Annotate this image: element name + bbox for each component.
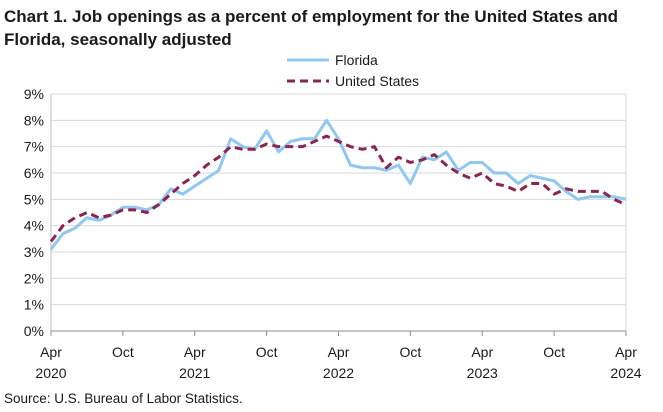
legend-label-united-states: United States bbox=[335, 73, 419, 89]
chart-title-line-2: Florida, seasonally adjusted bbox=[4, 30, 232, 49]
y-tick-label: 6% bbox=[24, 165, 44, 181]
gridlines bbox=[50, 93, 627, 332]
series-line-florida bbox=[49, 118, 627, 251]
y-tick-label: 1% bbox=[24, 297, 44, 313]
plot-area bbox=[49, 118, 627, 251]
x-tick-label: Oct bbox=[399, 344, 421, 360]
x-tick-label: Apr bbox=[615, 344, 637, 360]
x-tick-year: 2022 bbox=[323, 365, 354, 381]
y-tick-label: 8% bbox=[24, 112, 44, 128]
x-axis: Apr 2020 Oct Apr 2021 Oct Apr 2022 Oct Apr 2023 Oct… bbox=[35, 331, 642, 381]
x-tick-label: Oct bbox=[256, 344, 278, 360]
legend: Florida United States bbox=[287, 52, 419, 89]
x-tick-year: 2021 bbox=[179, 365, 210, 381]
x-tick-label: Oct bbox=[112, 344, 134, 360]
chart-title-line-1: Chart 1. Job openings as a percent of em… bbox=[4, 7, 618, 26]
x-tick-year: 2023 bbox=[467, 365, 498, 381]
y-tick-label: 4% bbox=[24, 218, 44, 234]
y-tick-label: 2% bbox=[24, 270, 44, 286]
x-tick-year: 2024 bbox=[610, 365, 641, 381]
y-tick-label: 9% bbox=[24, 86, 44, 102]
y-tick-label: 0% bbox=[24, 323, 44, 339]
x-tick-year: 2020 bbox=[35, 365, 66, 381]
y-tick-label: 7% bbox=[24, 139, 44, 155]
y-axis: 0% 1% 2% 3% 4% 5% 6% 7% 8% 9% bbox=[24, 86, 44, 339]
x-tick-label: Oct bbox=[543, 344, 565, 360]
x-tick-label: Apr bbox=[184, 344, 206, 360]
x-tick-label: Apr bbox=[328, 344, 350, 360]
x-tick-label: Apr bbox=[40, 344, 62, 360]
y-tick-label: 3% bbox=[24, 244, 44, 260]
x-tick-label: Apr bbox=[471, 344, 493, 360]
y-tick-label: 5% bbox=[24, 191, 44, 207]
source-note: Source: U.S. Bureau of Labor Statistics. bbox=[4, 391, 243, 406]
legend-label-florida: Florida bbox=[335, 52, 378, 68]
series-line-united-states bbox=[49, 134, 627, 243]
